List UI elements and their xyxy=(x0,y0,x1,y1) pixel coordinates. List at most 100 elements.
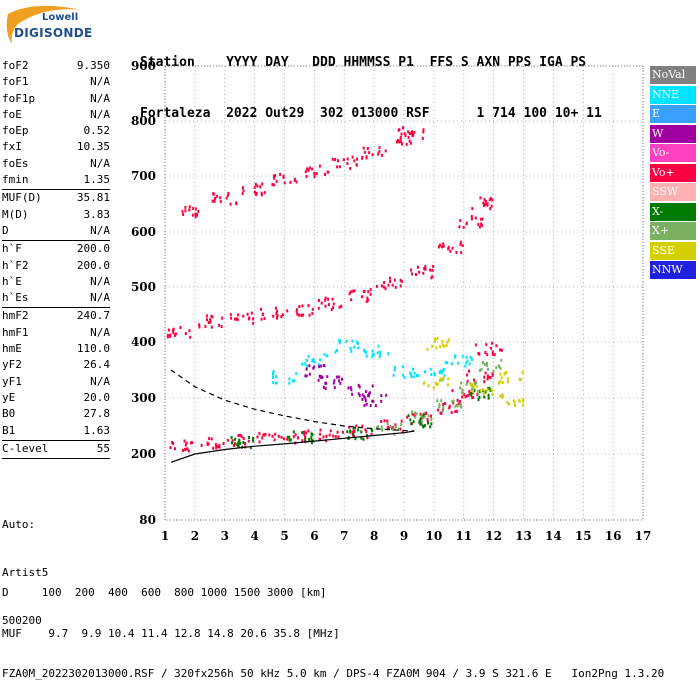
echo-mark xyxy=(324,387,327,391)
echo-mark xyxy=(380,394,383,397)
echo-mark xyxy=(464,364,467,368)
echo-mark xyxy=(447,377,450,381)
echo-mark xyxy=(311,433,314,436)
echo-mark xyxy=(483,362,486,366)
echo-mark xyxy=(324,173,326,176)
echo-mark xyxy=(409,371,412,375)
echo-mark xyxy=(306,167,309,171)
echo-mark xyxy=(231,439,234,443)
echo-mark xyxy=(439,378,442,382)
echo-mark xyxy=(408,132,411,135)
echo-mark xyxy=(210,325,213,329)
echo-mark xyxy=(399,278,402,282)
echo-mark xyxy=(440,399,443,403)
echo-mark xyxy=(394,285,397,289)
y-tick-label: 400 xyxy=(131,335,156,349)
echo-mark xyxy=(518,399,521,403)
param-value: 26.4 xyxy=(83,358,111,372)
echo-mark xyxy=(197,209,200,213)
echo-mark xyxy=(462,391,465,395)
echo-mark xyxy=(324,304,327,308)
y-tick-label: 900 xyxy=(131,59,156,73)
param-row: foEs N/A xyxy=(2,156,110,172)
echo-mark xyxy=(235,202,238,206)
echo-mark xyxy=(374,404,377,408)
echo-mark xyxy=(324,296,327,300)
x-tick-label: 11 xyxy=(455,529,472,543)
echo-mark xyxy=(486,374,489,378)
echo-mark xyxy=(342,158,345,162)
echo-mark xyxy=(395,140,398,144)
echo-mark xyxy=(474,343,477,347)
echo-mark xyxy=(276,314,279,317)
echo-mark xyxy=(334,350,337,354)
echo-mark xyxy=(304,436,307,440)
echo-mark xyxy=(283,181,286,185)
echo-mark xyxy=(441,245,443,249)
echo-mark xyxy=(301,362,304,366)
echo-mark xyxy=(261,182,264,186)
echo-mark xyxy=(355,163,358,167)
echo-mark xyxy=(399,427,402,431)
echo-mark xyxy=(311,359,314,362)
param-value: 200.0 xyxy=(76,242,110,256)
echo-mark xyxy=(250,311,253,315)
echo-mark xyxy=(327,303,330,307)
echo-mark xyxy=(475,381,478,385)
echo-mark xyxy=(380,420,383,423)
echo-mark xyxy=(198,325,201,329)
param-name: foEp xyxy=(2,124,29,138)
echo-mark xyxy=(369,404,372,408)
echo-mark xyxy=(308,313,311,317)
echo-mark xyxy=(184,205,187,209)
echo-mark xyxy=(174,332,177,336)
echo-mark xyxy=(292,379,294,383)
param-name: MUF(D) xyxy=(2,191,42,205)
echo-mark xyxy=(488,387,491,391)
echo-mark xyxy=(371,349,374,353)
echo-mark xyxy=(413,371,416,375)
param-row: foF1 N/A xyxy=(2,74,110,90)
param-row: B1 1.63 xyxy=(2,423,110,439)
echo-mark xyxy=(455,251,458,254)
echo-mark xyxy=(423,415,426,419)
param-row: h`F 200.0 xyxy=(2,241,110,257)
echo-mark xyxy=(274,432,277,436)
echo-mark xyxy=(412,367,414,371)
echo-mark xyxy=(422,271,425,275)
echo-mark xyxy=(292,430,295,434)
echo-mark xyxy=(261,313,264,316)
echo-mark xyxy=(369,292,372,296)
echo-mark xyxy=(333,379,336,383)
echo-mark xyxy=(247,439,250,443)
echo-mark xyxy=(301,304,304,308)
echo-mark xyxy=(184,448,187,451)
param-name: fxI xyxy=(2,140,22,154)
digisonde-logo: Lowell DIGISONDE xyxy=(4,4,92,52)
param-value: N/A xyxy=(90,274,110,288)
param-value: 55 xyxy=(96,441,110,455)
echo-mark xyxy=(227,191,230,195)
echo-mark xyxy=(441,343,444,347)
echo-mark xyxy=(455,409,458,413)
echo-mark xyxy=(210,437,213,441)
echo-mark xyxy=(486,363,489,367)
echo-mark xyxy=(286,309,289,313)
echo-mark xyxy=(443,374,446,378)
param-row: C-level 55 xyxy=(2,441,110,457)
param-row: h`Es N/A xyxy=(2,290,110,306)
echo-mark xyxy=(399,284,402,288)
param-row: foE N/A xyxy=(2,107,110,123)
legend-item-noval: NoVal xyxy=(650,66,696,84)
echo-mark xyxy=(208,437,211,441)
echo-mark xyxy=(393,368,396,372)
echo-mark xyxy=(320,364,323,368)
echo-mark xyxy=(468,389,471,393)
echo-mark xyxy=(336,430,339,434)
echo-mark xyxy=(319,428,322,432)
param-value: 1.63 xyxy=(83,423,111,437)
param-value: 10.35 xyxy=(76,140,110,154)
echo-mark xyxy=(470,217,473,221)
footer-distance-row: D 100 200 400 600 800 1000 1500 3000 [km… xyxy=(2,586,327,599)
echo-mark xyxy=(259,185,262,189)
